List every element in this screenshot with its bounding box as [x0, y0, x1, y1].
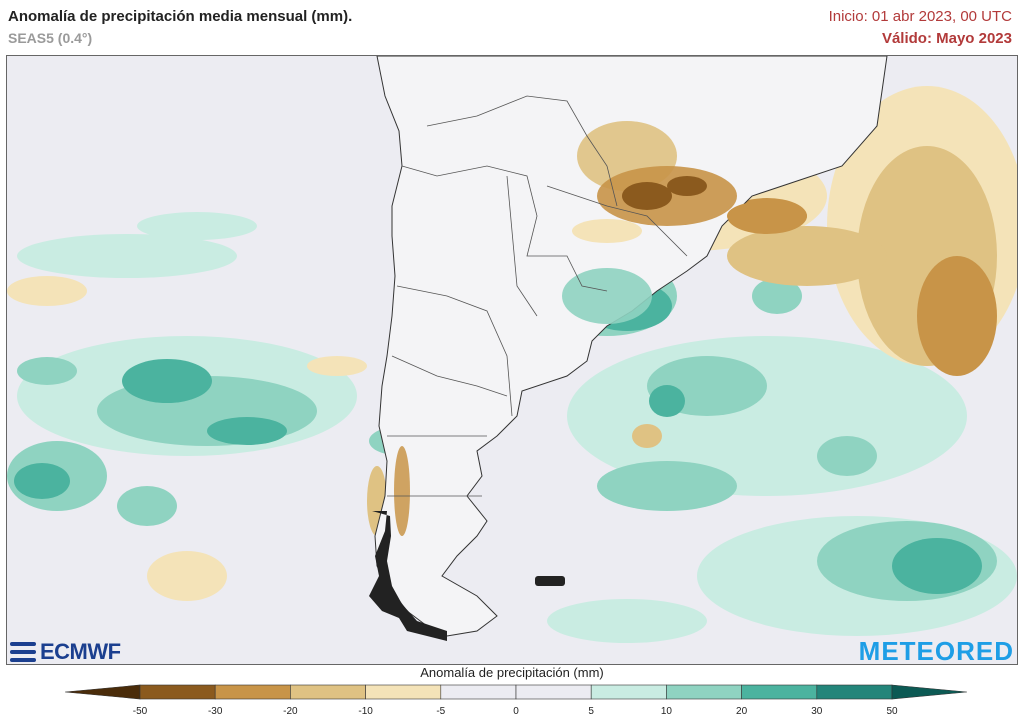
chile-fjords: [369, 511, 565, 641]
wet-patch: [17, 357, 77, 385]
border-line: [546, 185, 688, 257]
legend-swatch: [214, 684, 291, 700]
legend-tick-label: -50: [132, 706, 148, 717]
wet-patch: [649, 385, 685, 417]
dry-patch: [147, 551, 227, 601]
dry-patch: [307, 356, 367, 376]
wet-patch: [137, 212, 257, 240]
meteored-logo: METEORED: [858, 636, 1014, 666]
falkland-islands: [535, 576, 565, 586]
legend-arrow-high: [891, 684, 967, 700]
legend-title: Anomalía de precipitación (mm): [420, 665, 604, 680]
wet-patch: [817, 436, 877, 476]
wet-patch: [892, 538, 982, 594]
ecmwf-logo: ECMWF: [10, 639, 121, 664]
color-legend: [65, 684, 967, 700]
country-borders: [387, 95, 688, 497]
dry-land-areas: [394, 121, 807, 536]
legend-tick-label: 30: [811, 706, 823, 717]
dry-patch: [727, 226, 887, 286]
wet-patch: [597, 461, 737, 511]
wet-patch: [547, 599, 707, 643]
border-line: [426, 95, 618, 207]
legend-swatch: [666, 684, 742, 700]
legend-tick-label: 0: [513, 706, 519, 717]
legend-swatch: [290, 684, 366, 700]
wet-anomaly-areas: [7, 212, 1017, 643]
legend-swatch: [816, 684, 893, 700]
dry-patch: [632, 424, 662, 448]
legend-swatch: [365, 684, 442, 700]
legend-swatch: [741, 684, 818, 700]
legend-arrow-low: [65, 684, 141, 700]
wet-patch: [14, 463, 70, 499]
valid-period: Válido: Mayo 2023: [881, 30, 1012, 47]
border-line: [396, 285, 513, 417]
legend-tick-label: 5: [588, 706, 594, 717]
legend-swatch: [590, 684, 667, 700]
border-line: [391, 355, 508, 397]
border-line: [506, 175, 538, 317]
wet-patch: [752, 278, 802, 314]
legend-tick-label: -5: [436, 706, 446, 717]
ecmwf-logo-text: ECMWF: [40, 639, 121, 664]
map-title: Anomalía de precipitación media mensual …: [8, 8, 353, 25]
precipitation-anomaly-map[interactable]: [6, 55, 1018, 665]
legend-swatch: [440, 684, 517, 700]
south-america-land: [374, 56, 888, 637]
legend-tick-label: 10: [660, 706, 672, 717]
dry-patch: [7, 276, 87, 306]
wet-patch: [122, 359, 212, 403]
model-subtitle: SEAS5 (0.4°): [8, 30, 93, 46]
map-canvas: [7, 56, 1017, 643]
legend-tick-label: -10: [358, 706, 373, 717]
legend-tick-label: -30: [207, 706, 223, 717]
init-time: Inicio: 01 abr 2023, 00 UTC: [828, 8, 1012, 25]
legend-swatch: [515, 684, 592, 700]
legend-tick-label: 50: [886, 706, 898, 717]
wet-patch: [17, 234, 237, 278]
legend-tick-label: 20: [736, 706, 748, 717]
wet-patch: [117, 486, 177, 526]
ecmwf-mark-icon: [10, 642, 36, 662]
border-line: [401, 165, 608, 292]
dry-patch: [917, 256, 997, 376]
wet-patch: [207, 417, 287, 445]
legend-tick-label: -20: [283, 706, 298, 717]
legend-swatch: [139, 684, 216, 700]
